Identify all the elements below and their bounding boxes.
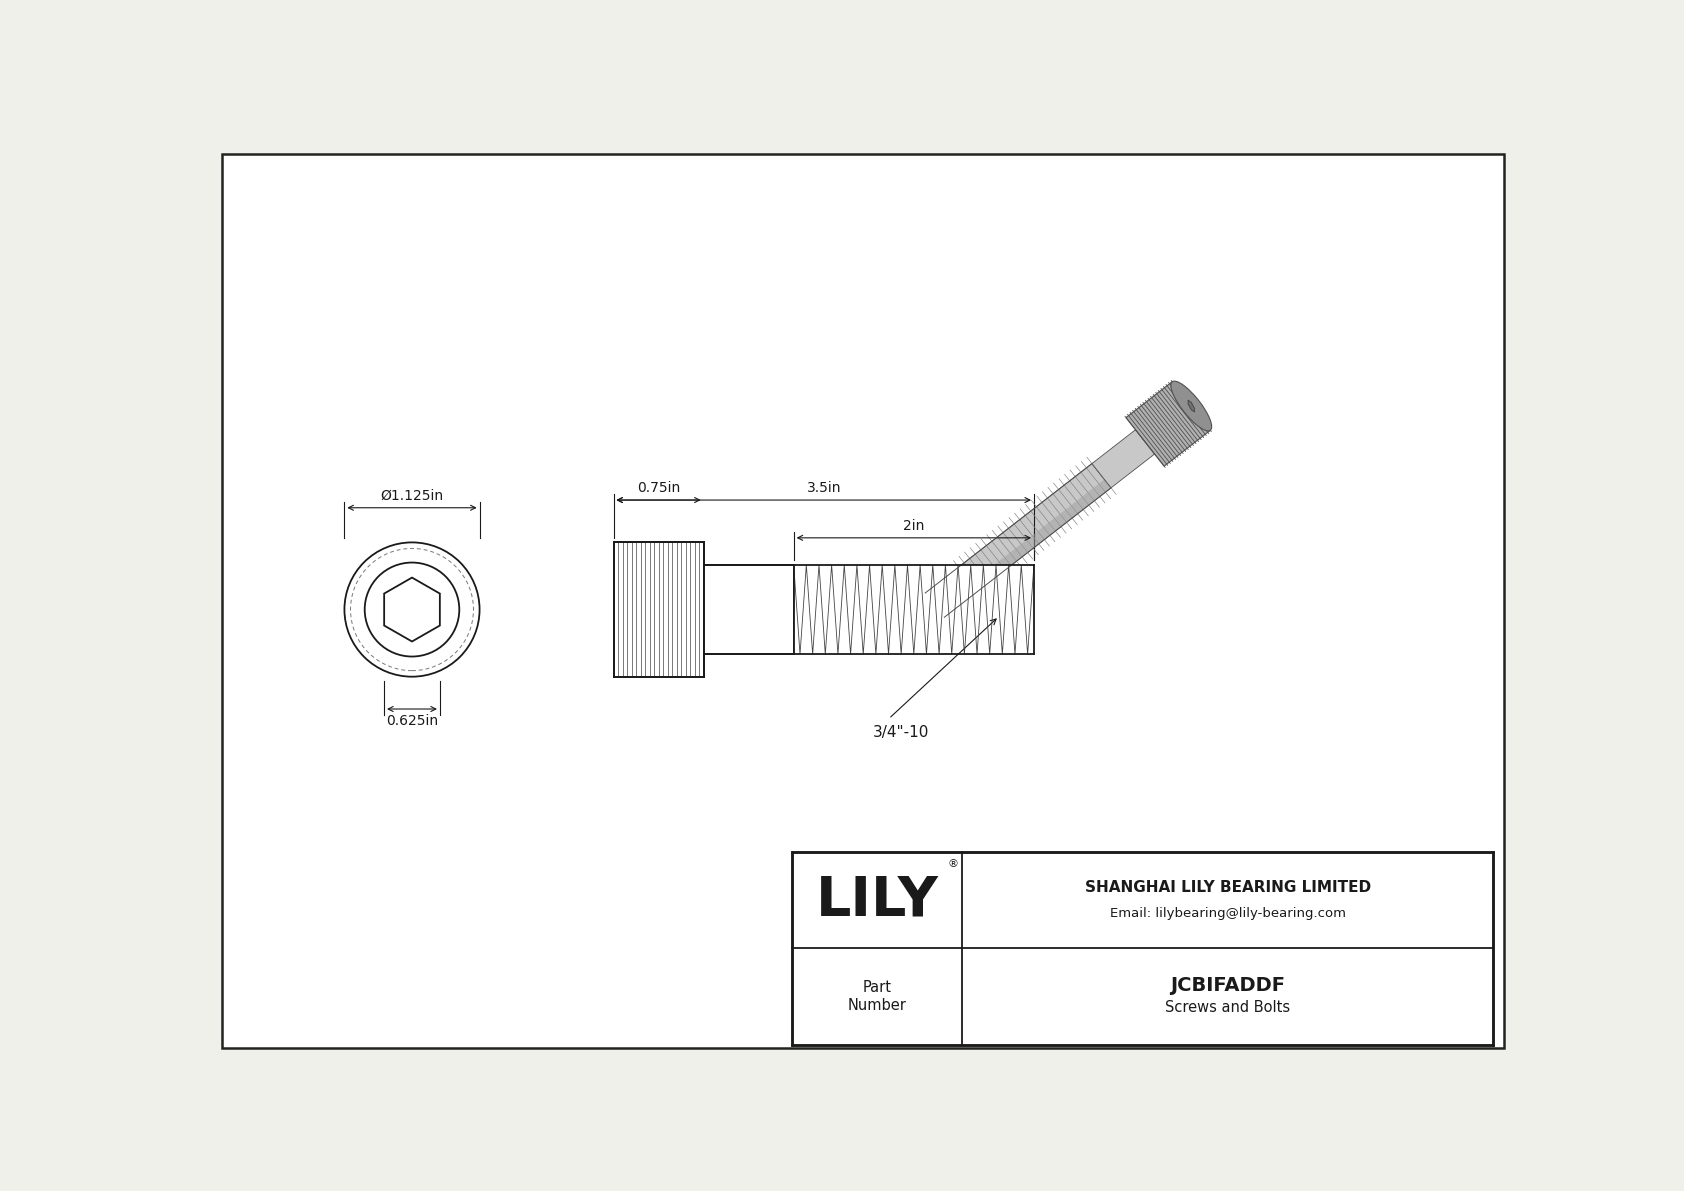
Bar (793, 565, 1034, 654)
Text: SHANGHAI LILY BEARING LIMITED: SHANGHAI LILY BEARING LIMITED (1084, 880, 1371, 894)
Text: LILY: LILY (815, 873, 938, 928)
Text: Part
Number: Part Number (847, 980, 906, 1012)
Text: 2in: 2in (903, 519, 925, 534)
Bar (613, 542, 704, 676)
Text: JCBIFADDF: JCBIFADDF (1170, 977, 1285, 996)
Polygon shape (938, 479, 1111, 617)
Text: 3.5in: 3.5in (807, 481, 840, 495)
Bar (704, 565, 793, 654)
Circle shape (365, 562, 460, 656)
Text: 3/4"-10: 3/4"-10 (872, 725, 930, 740)
Polygon shape (1189, 400, 1194, 412)
Text: 0.625in: 0.625in (386, 713, 438, 728)
Polygon shape (384, 578, 440, 642)
Ellipse shape (1170, 381, 1212, 431)
Circle shape (345, 542, 480, 676)
Polygon shape (1127, 382, 1211, 466)
Polygon shape (1091, 430, 1155, 488)
Text: Ø1.125in: Ø1.125in (381, 490, 443, 503)
Bar (791, 852, 1494, 1045)
Polygon shape (925, 463, 1111, 617)
Text: 0.75in: 0.75in (637, 481, 680, 495)
Text: Email: lilybearing@lily-bearing.com: Email: lilybearing@lily-bearing.com (1110, 906, 1346, 919)
Text: Screws and Bolts: Screws and Bolts (1165, 999, 1290, 1015)
Text: ®: ® (948, 860, 958, 869)
